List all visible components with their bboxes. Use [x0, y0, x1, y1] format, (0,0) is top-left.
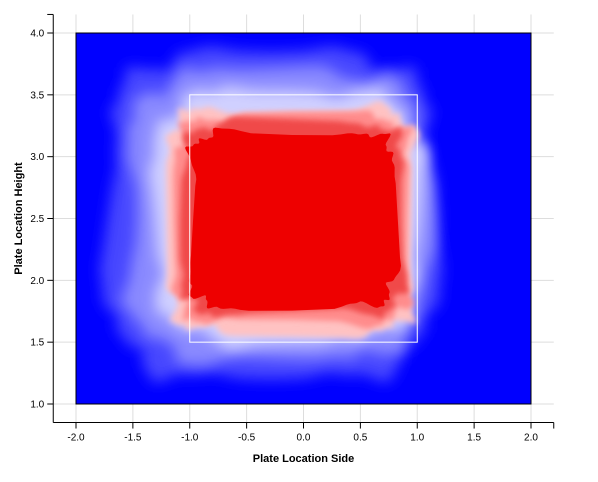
y-axis-ticks: 1.0 1.5 2.0 2.5 3.0 3.5 4.0 — [30, 29, 54, 411]
y-tick-label: 1.0 — [30, 400, 44, 411]
x-tick-label: -0.5 — [238, 433, 256, 444]
x-tick-label: 1.0 — [410, 433, 424, 444]
x-tick-label: -1.0 — [181, 433, 199, 444]
x-axis-title: Plate Location Side — [253, 453, 354, 465]
y-tick-label: 3.0 — [30, 152, 44, 163]
x-tick-label: -2.0 — [67, 433, 85, 444]
x-tick-label: 2.0 — [524, 433, 538, 444]
x-tick-label: 0.0 — [297, 433, 311, 444]
x-tick-label: 1.5 — [467, 433, 481, 444]
density-level-7 — [185, 127, 401, 311]
strike-zone — [189, 94, 418, 343]
y-tick-label: 2.5 — [30, 214, 44, 225]
x-tick-label: 0.5 — [353, 433, 367, 444]
density-contours — [100, 46, 442, 383]
y-tick-label: 4.0 — [30, 29, 44, 40]
y-axis-title: Plate Location Height — [13, 162, 25, 275]
y-tick-label: 1.5 — [30, 338, 44, 349]
y-tick-label: 3.5 — [30, 90, 44, 101]
x-axis-ticks: -2.0 -1.5 -1.0 -0.5 0.0 0.5 1.0 1.5 2.0 — [67, 422, 538, 444]
y-tick-label: 2.0 — [30, 276, 44, 287]
x-tick-label: -1.5 — [124, 433, 142, 444]
